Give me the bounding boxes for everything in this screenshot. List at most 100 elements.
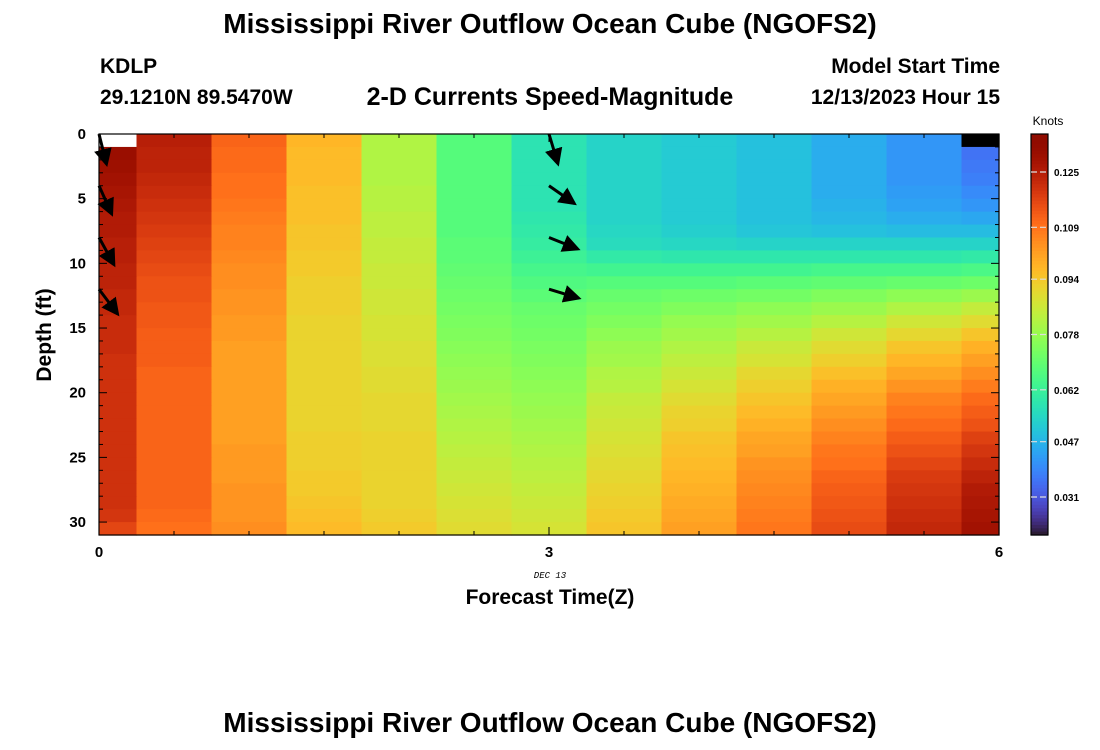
heatmap-cell <box>136 470 213 484</box>
colorbar-segment <box>1031 314 1048 319</box>
colorbar-segment <box>1031 528 1048 533</box>
heatmap-cell <box>961 340 1000 355</box>
heatmap-cell <box>811 146 888 161</box>
heatmap-cell <box>99 470 138 484</box>
heatmap-cell <box>811 224 888 239</box>
heatmap-cell <box>886 392 963 407</box>
colorbar-segment <box>1031 387 1048 392</box>
heatmap-cell <box>886 185 963 200</box>
colorbar-segment <box>1031 194 1048 199</box>
heatmap-cell <box>886 470 963 484</box>
heatmap-cell <box>886 522 963 536</box>
x-tick-label: 3 <box>545 544 553 561</box>
heatmap-cell <box>361 496 438 510</box>
heatmap-cell <box>99 444 138 458</box>
colorbar-segment <box>1031 277 1048 282</box>
colorbar-segment <box>1031 504 1048 509</box>
current-vector-arrow <box>94 133 112 167</box>
heatmap-cell <box>286 315 363 329</box>
heatmap-cell <box>586 134 663 148</box>
heatmap-cell <box>511 366 588 381</box>
colorbar-segment <box>1031 187 1048 192</box>
colorbar-segment <box>1031 200 1048 205</box>
heatmap-cell <box>361 418 438 433</box>
heatmap-cell <box>136 340 213 355</box>
heatmap-cell <box>511 302 588 316</box>
heatmap-cell <box>811 496 888 510</box>
heatmap-cell <box>661 470 738 484</box>
heatmap-cell <box>811 418 888 433</box>
heatmap-cell <box>961 224 1000 239</box>
heatmap-cell <box>661 431 738 446</box>
heatmap-cell <box>736 431 813 446</box>
heatmap-cell <box>811 276 888 290</box>
heatmap-cell <box>436 185 513 200</box>
colorbar-segment <box>1031 421 1048 426</box>
heatmap-cell <box>661 405 738 420</box>
heatmap-cell <box>436 444 513 458</box>
heatmap-cell <box>886 379 963 394</box>
colorbar-segment <box>1031 234 1048 239</box>
colorbar-segment <box>1031 478 1048 483</box>
heatmap-cell <box>136 211 213 226</box>
chart-title: Mississippi River Outflow Ocean Cube (NG… <box>223 8 877 39</box>
heatmap-cell <box>436 289 513 303</box>
colorbar-segment <box>1031 434 1048 439</box>
heatmap-cell <box>436 457 513 471</box>
heatmap-cell <box>436 250 513 264</box>
colorbar-segment <box>1031 498 1048 503</box>
heatmap-cell <box>286 146 363 161</box>
heatmap-cell <box>586 211 663 226</box>
heatmap-cell <box>211 353 288 368</box>
heatmap-cell <box>586 509 663 523</box>
heatmap-cell <box>211 289 288 303</box>
colorbar-segment <box>1031 164 1048 169</box>
y-tick-label: 25 <box>69 449 86 466</box>
heatmap-cell <box>961 522 1000 536</box>
heatmap-cell <box>99 457 138 471</box>
heatmap-cell <box>511 431 588 446</box>
colorbar-tick-label: 0.047 <box>1054 438 1079 449</box>
heatmap-cell <box>661 328 738 342</box>
heatmap-cell <box>361 444 438 458</box>
heatmap-cell <box>136 302 213 316</box>
heatmap-cell <box>99 340 138 355</box>
heatmap-cell <box>661 237 738 252</box>
colorbar-segment <box>1031 324 1048 329</box>
current-vector-arrow <box>548 235 581 252</box>
y-axis-label: Depth (ft) <box>33 288 56 381</box>
heatmap-cell <box>436 211 513 226</box>
heatmap-cell <box>286 483 363 497</box>
heatmap-cell <box>511 224 588 239</box>
heatmap-cell <box>661 289 738 303</box>
heatmap-cell <box>211 405 288 420</box>
heatmap-cell <box>511 444 588 458</box>
heatmap-cell <box>961 444 1000 458</box>
heatmap-cell <box>736 276 813 290</box>
colorbar-segment <box>1031 384 1048 389</box>
current-vector-arrow <box>97 185 114 217</box>
y-tick-label: 0 <box>78 126 86 143</box>
colorbar-segment <box>1031 301 1048 306</box>
heatmap-cell <box>286 250 363 264</box>
heatmap-cell <box>211 302 288 316</box>
heatmap-cell <box>136 172 213 187</box>
heatmap-cell <box>211 457 288 471</box>
colorbar-tick-label: 0.062 <box>1054 386 1079 397</box>
heatmap-cell <box>811 185 888 200</box>
heatmap-cell <box>661 483 738 497</box>
heatmap-cell <box>961 405 1000 420</box>
heatmap-cell <box>886 496 963 510</box>
heatmap-cell <box>661 315 738 329</box>
heatmap-cell <box>736 328 813 342</box>
y-tick-label: 30 <box>69 514 86 531</box>
heatmap-cell <box>136 353 213 368</box>
colorbar-segment <box>1031 174 1048 179</box>
heatmap-cell <box>811 302 888 316</box>
colorbar-segment <box>1031 170 1048 175</box>
heatmap-cell <box>736 509 813 523</box>
heatmap-cell <box>436 509 513 523</box>
heatmap-cell <box>586 276 663 290</box>
colorbar-segment <box>1031 431 1048 436</box>
heatmap-cell <box>661 276 738 290</box>
